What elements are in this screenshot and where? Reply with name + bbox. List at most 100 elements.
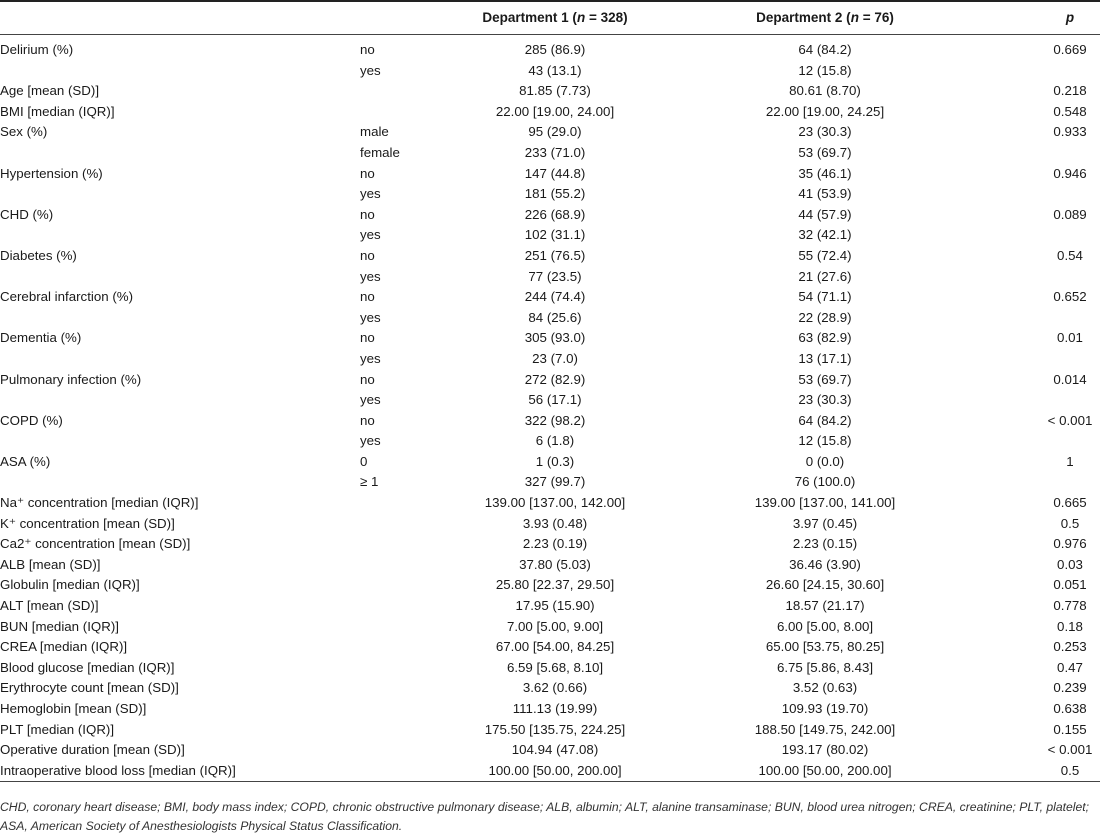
table-row: K⁺ concentration [mean (SD)] 3.93 (0.48) 3… <box>0 514 1100 535</box>
cell-department-2: 36.46 (3.90) <box>789 556 861 572</box>
table-row: ALT [mean (SD)] 17.95 (15.90) 18.57 (21.17… <box>0 596 1100 617</box>
cell-department-1: 244 (74.4) <box>524 289 586 305</box>
cell-variable: BUN [median (IQR)] <box>0 618 119 634</box>
cell-department-2: 41 (53.9) <box>798 186 852 202</box>
cell-p-value: 0.665 <box>1053 495 1087 511</box>
cell-variable: Erythrocyte count [mean (SD)] <box>0 680 179 696</box>
table-row: Hypertension (%) no 147 (44.8) 35 (46.1) 0.9… <box>0 164 1100 185</box>
table-row: yes 43 (13.1) 12 (15.8) <box>0 61 1100 82</box>
table-header-row: Department 1 (n = 328) Department 2 (n =… <box>0 2 1100 34</box>
cell-department-1: 25.80 [22.37, 29.50] <box>495 577 615 593</box>
header-department-2: Department 2 (n = 76) <box>756 10 894 25</box>
table-row: Hemoglobin [mean (SD)] 111.13 (19.99) 109.… <box>0 699 1100 720</box>
cell-department-1: 95 (29.0) <box>528 124 582 140</box>
cell-department-1: 272 (82.9) <box>524 371 586 387</box>
cell-p-value: 0.03 <box>1057 556 1083 572</box>
cell-variable: Intraoperative blood loss [median (IQR)] <box>0 762 236 778</box>
cell-level: yes <box>360 62 381 78</box>
cell-level: ≥ 1 <box>360 474 379 490</box>
cell-department-1: 104.94 (47.08) <box>511 742 599 758</box>
cell-department-2: 64 (84.2) <box>798 42 852 57</box>
table-row: PLT [median (IQR)] 175.50 [135.75, 224.25… <box>0 720 1100 741</box>
table-row: Diabetes (%) no 251 (76.5) 55 (72.4) 0.54 <box>0 246 1100 267</box>
table-row: female 233 (71.0) 53 (69.7) <box>0 143 1100 164</box>
cell-variable: Diabetes (%) <box>0 247 77 263</box>
cell-level: no <box>360 330 375 346</box>
cell-variable: Age [mean (SD)] <box>0 83 100 99</box>
table-row: yes 56 (17.1) 23 (30.3) <box>0 390 1100 411</box>
cell-department-1: 7.00 [5.00, 9.00] <box>506 618 604 634</box>
cell-department-1: 322 (98.2) <box>524 412 586 428</box>
cell-department-1: 111.13 (19.99) <box>512 701 598 716</box>
cell-department-1: 251 (76.5) <box>524 247 586 263</box>
cell-level: no <box>360 371 375 387</box>
cell-level: yes <box>360 392 381 408</box>
cell-department-1: 102 (31.1) <box>524 227 586 243</box>
table-row: Intraoperative blood loss [median (IQR)]… <box>0 761 1100 782</box>
cell-p-value: 0.47 <box>1057 659 1083 675</box>
cell-department-2: 6.75 [5.86, 8.43] <box>776 659 874 675</box>
cell-variable: PLT [median (IQR)] <box>0 721 115 737</box>
cell-department-2: 54 (71.1) <box>798 289 852 305</box>
cell-department-2: 6.00 [5.00, 8.00] <box>776 618 874 634</box>
cell-department-2: 53 (69.7) <box>798 371 852 387</box>
cell-level: no <box>360 206 375 222</box>
cell-department-1: 77 (23.5) <box>528 268 582 284</box>
cell-p-value: 0.18 <box>1057 618 1083 634</box>
cell-variable: Cerebral infarction (%) <box>0 289 134 305</box>
cell-department-1: 100.00 [50.00, 200.00] <box>488 762 622 778</box>
cell-p-value: 0.089 <box>1053 206 1087 222</box>
cell-department-2: 23 (30.3) <box>798 392 852 408</box>
cell-department-2: 63 (82.9) <box>798 330 852 346</box>
cell-variable: ALB [mean (SD)] <box>0 556 101 572</box>
cell-level: no <box>360 247 375 263</box>
cell-department-1: 67.00 [54.00, 84.25] <box>495 639 615 655</box>
cell-p-value: 0.933 <box>1053 124 1087 140</box>
cell-variable: COPD (%) <box>0 412 63 428</box>
cell-p-value: 0.669 <box>1053 42 1087 57</box>
cell-level: yes <box>360 227 381 243</box>
cell-level: male <box>360 124 389 140</box>
cell-department-1: 23 (7.0) <box>532 350 578 366</box>
cell-department-1: 84 (25.6) <box>528 309 582 325</box>
cell-department-1: 147 (44.8) <box>524 165 586 181</box>
cell-department-2: 76 (100.0) <box>794 474 856 490</box>
cell-level: 0 <box>360 453 368 469</box>
cell-department-1: 3.62 (0.66) <box>522 680 588 696</box>
cell-department-1: 285 (86.9) <box>524 42 586 57</box>
cell-variable: CREA [median (IQR)] <box>0 639 128 655</box>
table-row: CHD (%) no 226 (68.9) 44 (57.9) 0.089 <box>0 205 1100 226</box>
cell-p-value: 0.014 <box>1053 371 1087 387</box>
cell-department-2: 32 (42.1) <box>798 227 852 243</box>
cell-p-value: 0.218 <box>1053 83 1087 99</box>
cell-p-value: 0.548 <box>1053 103 1087 119</box>
cell-department-2: 3.97 (0.45) <box>792 515 858 531</box>
table-row: yes 77 (23.5) 21 (27.6) <box>0 267 1100 288</box>
cell-department-1: 175.50 [135.75, 224.25] <box>484 721 626 737</box>
table-row: ALB [mean (SD)] 37.80 (5.03) 36.46 (3.90) 0… <box>0 555 1100 576</box>
cell-variable: Blood glucose [median (IQR)] <box>0 659 175 675</box>
cell-department-2: 12 (15.8) <box>798 62 852 78</box>
cell-level: yes <box>360 309 381 325</box>
cell-department-2: 21 (27.6) <box>798 268 852 284</box>
cell-variable: Dementia (%) <box>0 330 82 346</box>
cell-p-value: 0.54 <box>1057 247 1083 263</box>
cell-level: no <box>360 42 375 57</box>
cell-department-2: 193.17 (80.02) <box>781 742 869 758</box>
cell-p-value: 0.155 <box>1053 721 1087 737</box>
cell-p-value: 0.778 <box>1053 598 1087 614</box>
cell-department-1: 81.85 (7.73) <box>519 83 591 99</box>
cell-department-2: 12 (15.8) <box>798 433 852 449</box>
table-row: CREA [median (IQR)] 67.00 [54.00, 84.25] 6… <box>0 637 1100 658</box>
table-footnote: CHD, coronary heart disease; BMI, body m… <box>0 800 1090 833</box>
table-row: Na⁺ concentration [median (IQR)] 139.00 [… <box>0 493 1100 514</box>
cell-department-2: 2.23 (0.15) <box>792 536 858 552</box>
table-top-rule <box>0 0 1100 2</box>
cell-department-2: 22 (28.9) <box>798 309 852 325</box>
cell-variable: Operative duration [mean (SD)] <box>0 742 185 758</box>
cell-department-2: 0 (0.0) <box>805 453 845 469</box>
table-row: Ca2⁺ concentration [mean (SD)] 2.23 (0.19… <box>0 534 1100 555</box>
cell-p-value: 0.01 <box>1057 330 1083 346</box>
cell-department-1: 233 (71.0) <box>524 144 586 160</box>
cell-department-1: 1 (0.3) <box>535 453 575 469</box>
